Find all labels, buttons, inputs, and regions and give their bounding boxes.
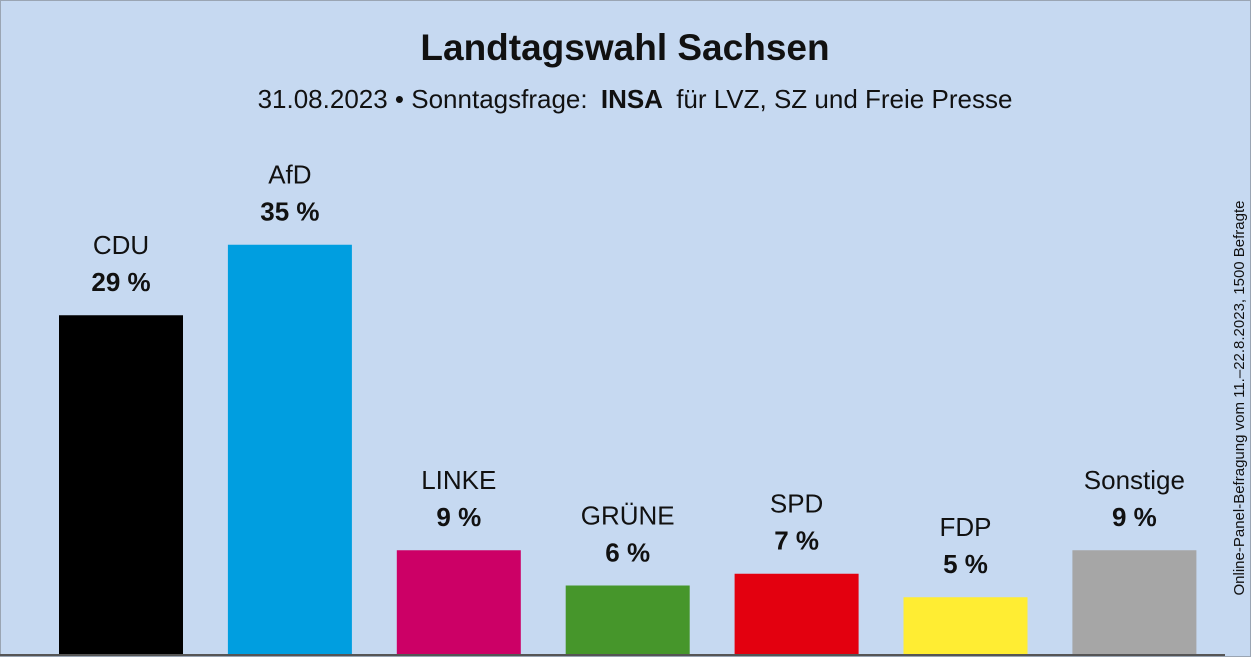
chart-title: Landtagswahl Sachsen — [420, 27, 829, 68]
category-label: Sonstige — [1084, 465, 1185, 495]
category-label: SPD — [770, 489, 823, 519]
bar — [396, 550, 521, 656]
bar — [59, 315, 183, 656]
value-label: 29 % — [91, 267, 150, 297]
value-label: 7 % — [774, 526, 819, 556]
bar — [565, 585, 690, 656]
subtitle-date: 31.08.2023 • Sonntagsfrage: — [258, 84, 588, 114]
category-label: GRÜNE — [581, 500, 675, 530]
bar — [903, 597, 1028, 656]
value-label: 35 % — [260, 197, 319, 227]
category-label: AfD — [268, 160, 311, 190]
subtitle-pollster: INSA — [601, 84, 663, 114]
side-note: Online-Panel-Befragung vom 11.–22.8.2023… — [1231, 201, 1248, 596]
category-label: CDU — [93, 230, 149, 260]
value-label: 5 % — [943, 549, 988, 579]
bar — [227, 244, 352, 656]
value-label: 6 % — [605, 537, 650, 567]
value-label: 9 % — [436, 502, 481, 532]
category-label: FDP — [940, 512, 992, 542]
bar — [734, 573, 859, 656]
category-label: LINKE — [421, 465, 496, 495]
bar — [1072, 550, 1197, 656]
chart-subtitle: 31.08.2023 • Sonntagsfrage: INSA für LVZ… — [258, 84, 1013, 114]
subtitle-client: für LVZ, SZ und Freie Presse — [676, 84, 1012, 114]
value-label: 9 % — [1112, 502, 1157, 532]
